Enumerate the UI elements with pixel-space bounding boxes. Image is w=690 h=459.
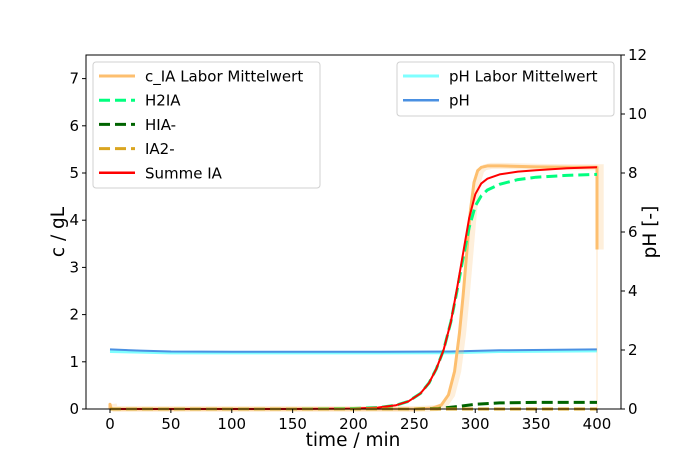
svg-text:150: 150 — [278, 415, 307, 433]
svg-text:3: 3 — [69, 258, 79, 276]
svg-text:0: 0 — [628, 400, 638, 418]
svg-text:5: 5 — [69, 164, 79, 182]
svg-text:200: 200 — [339, 415, 368, 433]
legend-label: IA2- — [145, 140, 175, 158]
svg-text:50: 50 — [161, 415, 180, 433]
legend-right: pH Labor Mittelwert pH — [396, 61, 615, 117]
svg-text:350: 350 — [522, 415, 551, 433]
svg-text:300: 300 — [461, 415, 490, 433]
svg-text:4: 4 — [69, 211, 79, 229]
legend-label: H2IA — [145, 92, 181, 110]
legend-label: pH — [449, 92, 470, 110]
svg-text:400: 400 — [583, 415, 612, 433]
svg-text:2: 2 — [628, 341, 638, 359]
series-line — [108, 164, 599, 411]
y-axis-right-ticks: 0 2 4 6 8 10 12 — [621, 46, 647, 418]
svg-text:0: 0 — [69, 400, 79, 418]
svg-text:6: 6 — [628, 223, 638, 241]
plot-lines — [108, 162, 604, 412]
series-line — [110, 166, 598, 410]
y-axis-left-ticks: 0 1 2 3 4 5 6 7 — [69, 70, 86, 418]
svg-text:1: 1 — [69, 353, 79, 371]
x-axis-ticks: 0 50 100 150 200 250 300 350 400 — [105, 409, 611, 433]
svg-text:8: 8 — [628, 164, 638, 182]
legend-label: c_IA Labor Mittelwert — [145, 68, 303, 87]
series-line — [110, 172, 598, 411]
svg-text:2: 2 — [69, 306, 79, 324]
svg-text:250: 250 — [400, 415, 429, 433]
svg-text:12: 12 — [628, 46, 647, 64]
legend-label: HIA- — [145, 116, 176, 134]
y-axis-label-right: pH [-] — [640, 206, 661, 259]
x-axis-label: time / min — [306, 430, 401, 451]
y-axis-label-left: c / gL — [48, 206, 69, 257]
series-line — [109, 349, 598, 355]
legend-label: pH Labor Mittelwert — [449, 68, 598, 86]
svg-text:6: 6 — [69, 117, 79, 135]
series-line — [109, 348, 598, 353]
svg-text:7: 7 — [69, 70, 79, 88]
legend-left: c_IA Labor Mittelwert H2IA HIA- IA2- Summe I… — [92, 61, 321, 189]
svg-text:0: 0 — [105, 415, 115, 433]
legend-label: Summe IA — [145, 164, 223, 182]
svg-text:100: 100 — [217, 415, 246, 433]
svg-text:10: 10 — [628, 105, 647, 123]
svg-text:4: 4 — [628, 282, 638, 300]
